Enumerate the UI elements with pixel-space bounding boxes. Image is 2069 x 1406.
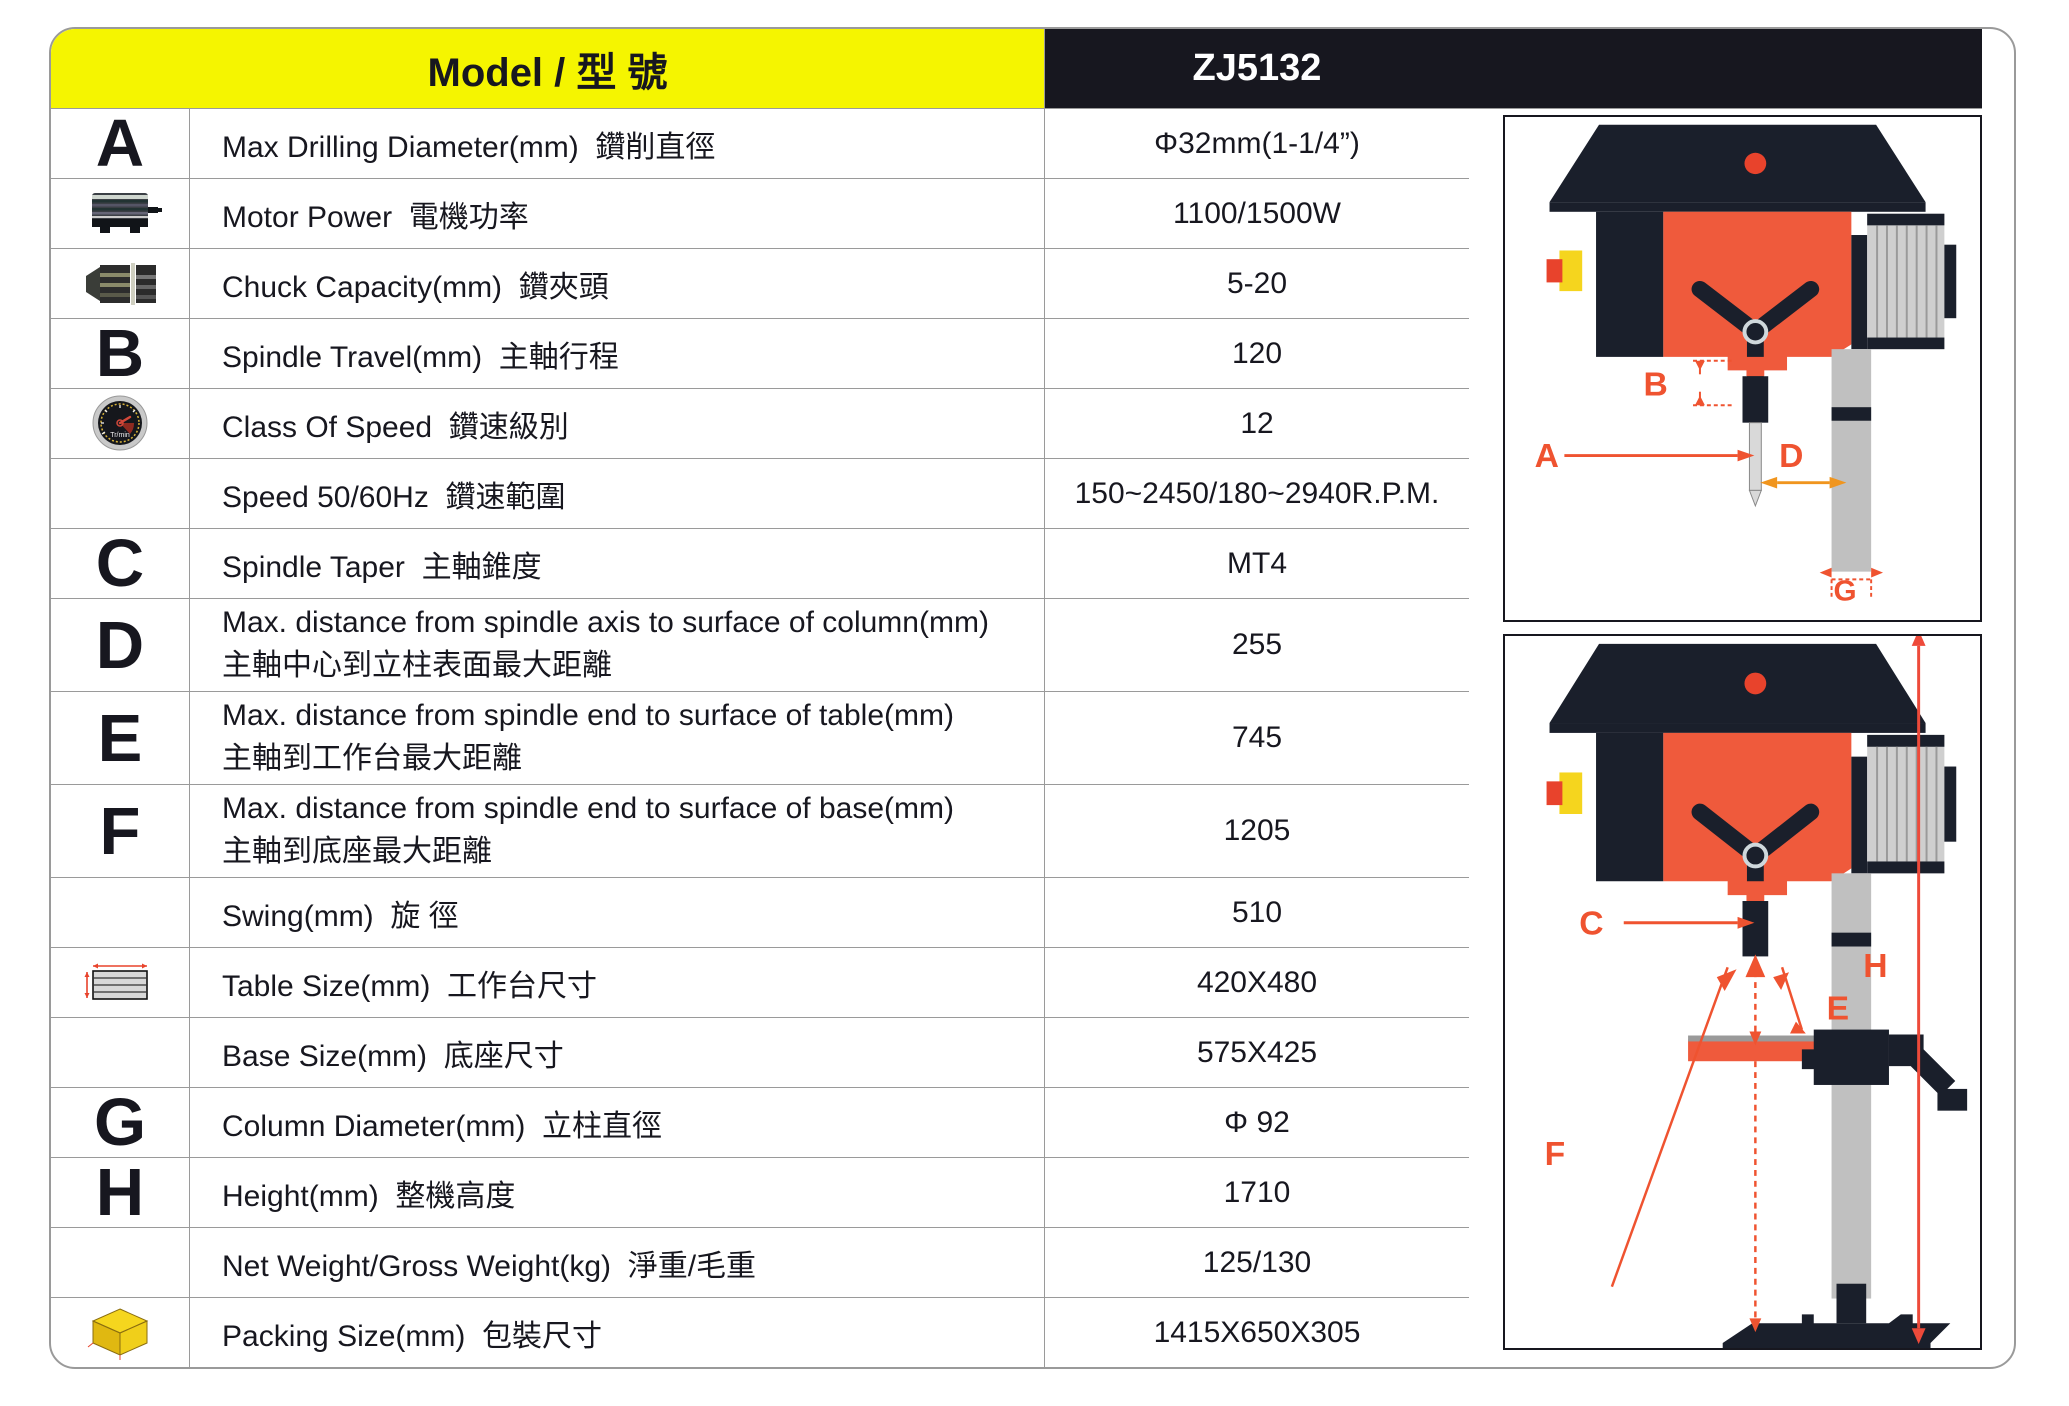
svg-text:E: E <box>1827 991 1849 1028</box>
svg-text:G: G <box>1834 575 1857 608</box>
svg-text:D: D <box>1779 438 1803 475</box>
svg-text:B: B <box>1644 367 1668 404</box>
svg-text:Tr/min: Tr/min <box>110 432 130 439</box>
svg-text:A: A <box>1535 438 1559 475</box>
svg-text:H: H <box>1863 948 1887 985</box>
svg-text:F: F <box>1545 1136 1566 1173</box>
svg-text:C: C <box>1579 906 1603 943</box>
